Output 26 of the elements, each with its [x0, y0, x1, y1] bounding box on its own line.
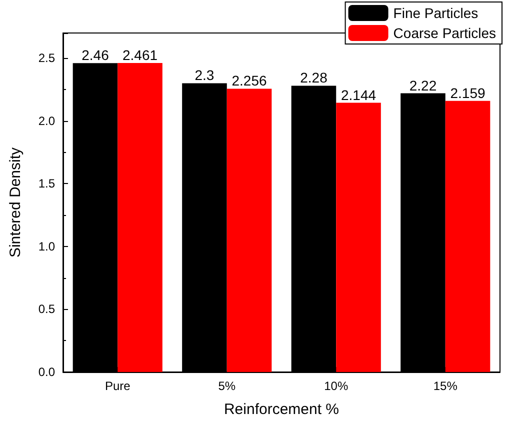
data-label: 2.256	[232, 72, 267, 89]
y-tick-label: 2.0	[38, 114, 56, 128]
y-tick-label: 1.0	[38, 239, 56, 254]
bar	[118, 63, 162, 372]
y-tick-label: 0.0	[38, 365, 56, 379]
data-label: 2.159	[450, 84, 486, 101]
y-tick-label: 1.5	[38, 176, 56, 191]
bar	[226, 88, 272, 372]
x-axis-title: Reinforcement %	[224, 401, 340, 418]
data-label: 2.3	[194, 67, 214, 84]
bar	[336, 102, 381, 372]
y-tick-label: 0.5	[38, 302, 56, 316]
bar	[445, 100, 490, 372]
y-tick-label: 2.5	[38, 51, 56, 66]
data-label: 2.22	[409, 77, 437, 94]
data-label: 2.46	[82, 47, 110, 64]
legend-label: Coarse Particles	[393, 25, 496, 41]
x-tick-label: 5%	[218, 379, 236, 393]
data-label: 2.461	[122, 47, 158, 64]
y-axis-title: Sintered Density	[7, 146, 24, 258]
data-label: 2.144	[341, 86, 376, 103]
x-tick-label: 15%	[433, 379, 458, 393]
legend-label: Fine Particles	[393, 5, 478, 21]
x-tick-label: Pure	[104, 379, 131, 393]
x-tick-label: 10%	[324, 379, 348, 393]
data-label: 2.28	[300, 70, 328, 86]
